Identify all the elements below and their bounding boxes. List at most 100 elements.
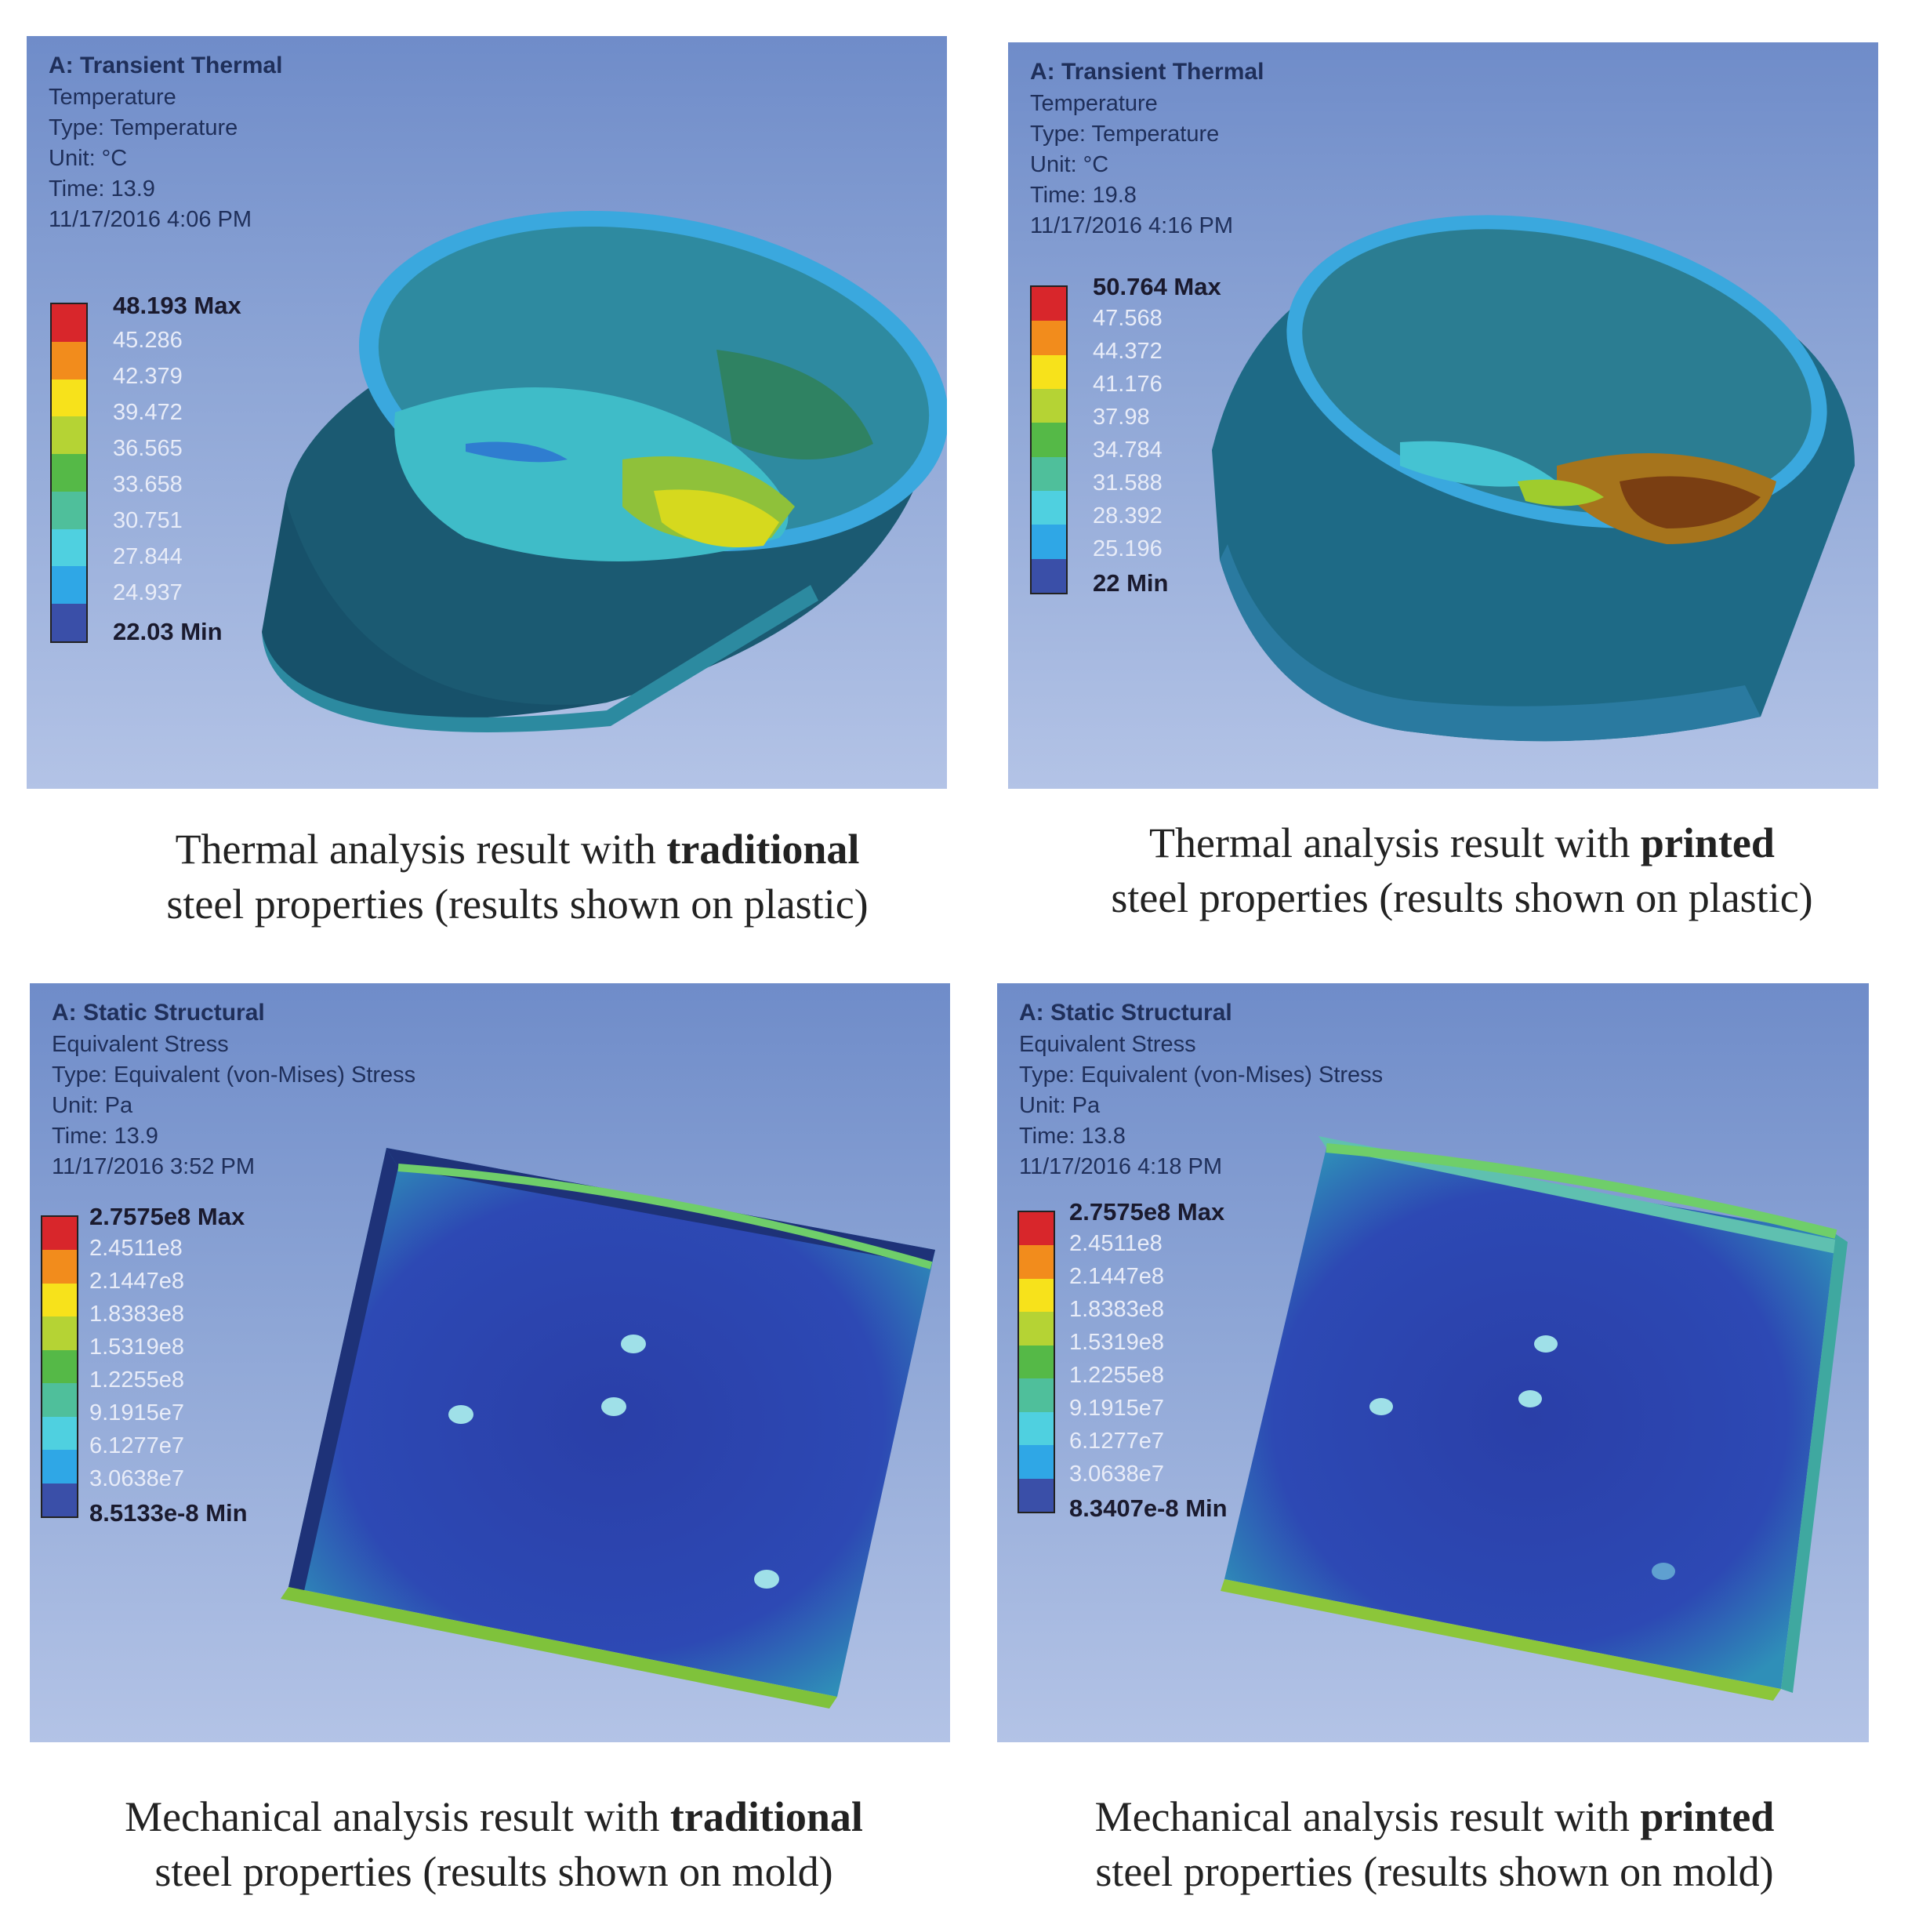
legend-tick: 9.1915e7 [1069,1396,1164,1421]
legend-swatch [52,528,86,567]
legend-tick: 1.8383e8 [1069,1297,1164,1322]
legend-swatch [52,416,86,455]
caption-line2: steel properties (results shown on mold) [1095,1848,1774,1896]
result-type: Type: Equivalent (von-Mises) Stress [52,1062,416,1088]
legend-tick: 28.392 [1093,503,1163,528]
legend-tick: 27.844 [113,544,183,569]
color-legend: 2.7575e8 Max 2.4511e8 2.1447e8 1.8383e8 … [41,1203,354,1568]
result-header: A: Static Structural Equivalent Stress T… [1019,997,1383,1182]
legend-tick: 42.379 [113,364,183,389]
legend-swatch [42,1250,77,1284]
result-date: 11/17/2016 3:52 PM [52,1154,256,1180]
legend-min-label: 8.5133e-8 Min [89,1499,248,1527]
legend-swatch [1019,1212,1054,1246]
analysis-title: A: Static Structural [1019,1000,1232,1026]
mold-plate-model [281,1148,935,1709]
mechanical-printed-panel: A: Static Structural Equivalent Stress T… [997,983,1869,1742]
legend-swatch [1019,1312,1054,1346]
caption-line2: steel properties (results shown on plast… [166,881,869,928]
legend-swatch [1032,388,1066,423]
legend-tick: 25.196 [1093,536,1163,561]
legend-tick: 6.1277e7 [1069,1429,1164,1454]
result-time: Time: 13.9 [49,176,155,202]
legend-tick: 36.565 [113,436,183,461]
legend-tick: 37.98 [1093,405,1150,430]
legend-max-label: 2.7575e8 Max [89,1203,245,1230]
legend-swatch [1032,321,1066,355]
result-unit: Unit: Pa [1019,1092,1101,1118]
legend-swatch [1032,423,1066,457]
mechanical-traditional-panel: A: Static Structural Equivalent Stress T… [30,983,950,1742]
legend-swatch [52,341,86,380]
result-unit: Unit: °C [1030,151,1109,177]
legend-tick: 1.8383e8 [89,1302,184,1327]
legend-swatch [1032,456,1066,491]
legend-colorbar [1017,1211,1055,1513]
legend-tick: 3.0638e7 [1069,1462,1164,1487]
legend-colorbar [50,303,88,643]
legend-tick: 1.2255e8 [89,1367,184,1393]
legend-tick: 1.5319e8 [89,1335,184,1360]
thermal-traditional-panel: A: Transient Thermal Temperature Type: T… [27,36,947,789]
legend-swatch [42,1483,77,1516]
caption-text: Thermal analysis result with [175,826,667,873]
legend-swatch [42,1217,77,1251]
result-date: 11/17/2016 4:06 PM [49,207,252,233]
legend-swatch [52,566,86,605]
legend-max-label: 48.193 Max [113,292,241,319]
caption-emphasis: printed [1640,1793,1775,1840]
legend-tick: 2.1447e8 [89,1269,184,1294]
legend-swatch [1019,1478,1054,1512]
analysis-title: A: Transient Thermal [1030,59,1264,85]
caption-text: Thermal analysis result with [1149,819,1641,866]
legend-swatch [42,1383,77,1417]
legend-swatch [52,454,86,492]
legend-swatch [42,1416,77,1451]
result-header: A: Transient Thermal Temperature Type: T… [49,50,282,235]
result-name: Equivalent Stress [52,1031,229,1057]
caption-emphasis: traditional [669,1793,863,1840]
result-type: Type: Equivalent (von-Mises) Stress [1019,1062,1384,1088]
result-unit: Unit: Pa [52,1092,133,1118]
color-legend: 50.764 Max 47.568 44.372 41.176 37.98 34… [1030,273,1344,646]
legend-tick: 2.4511e8 [1069,1231,1163,1256]
result-name: Temperature [49,84,176,110]
legend-swatch [52,604,86,641]
result-header: A: Transient Thermal Temperature Type: T… [1030,56,1264,242]
legend-tick: 2.4511e8 [89,1236,183,1261]
legend-swatch [42,1349,77,1384]
caption-emphasis: printed [1640,819,1775,866]
legend-max-label: 50.764 Max [1093,273,1221,300]
legend-swatch [1019,1245,1054,1279]
legend-min-label: 22 Min [1093,569,1169,597]
legend-swatch [1032,525,1066,559]
legend-colorbar [1030,285,1068,594]
legend-tick: 39.472 [113,400,183,425]
legend-colorbar [41,1215,78,1518]
legend-tick: 1.2255e8 [1069,1363,1164,1388]
legend-tick: 9.1915e7 [89,1400,184,1425]
legend-swatch [1032,354,1066,389]
legend-swatch [52,491,86,529]
mold-plate-model [1221,1136,1848,1701]
legend-min-label: 22.03 Min [113,618,223,645]
result-time: Time: 13.9 [52,1123,158,1149]
legend-swatch [42,1283,77,1317]
caption-text: Mechanical analysis result with [1094,1793,1641,1840]
result-name: Equivalent Stress [1019,1031,1196,1057]
result-header: A: Static Structural Equivalent Stress T… [52,997,415,1182]
legend-swatch [1032,287,1066,321]
color-legend: 48.193 Max 45.286 42.379 39.472 36.565 3… [50,292,364,671]
result-time: Time: 13.8 [1019,1123,1126,1149]
cylinder-model [262,210,947,732]
result-unit: Unit: °C [49,145,128,171]
legend-swatch [52,379,86,417]
legend-tick: 6.1277e7 [89,1433,184,1458]
analysis-title: A: Transient Thermal [49,53,283,78]
legend-tick: 30.751 [113,508,183,533]
result-date: 11/17/2016 4:16 PM [1030,213,1234,239]
result-type: Type: Temperature [1030,121,1220,147]
legend-tick: 3.0638e7 [89,1466,184,1491]
legend-swatch [42,1316,77,1350]
caption-line2: steel properties (results shown on plast… [1111,874,1813,922]
